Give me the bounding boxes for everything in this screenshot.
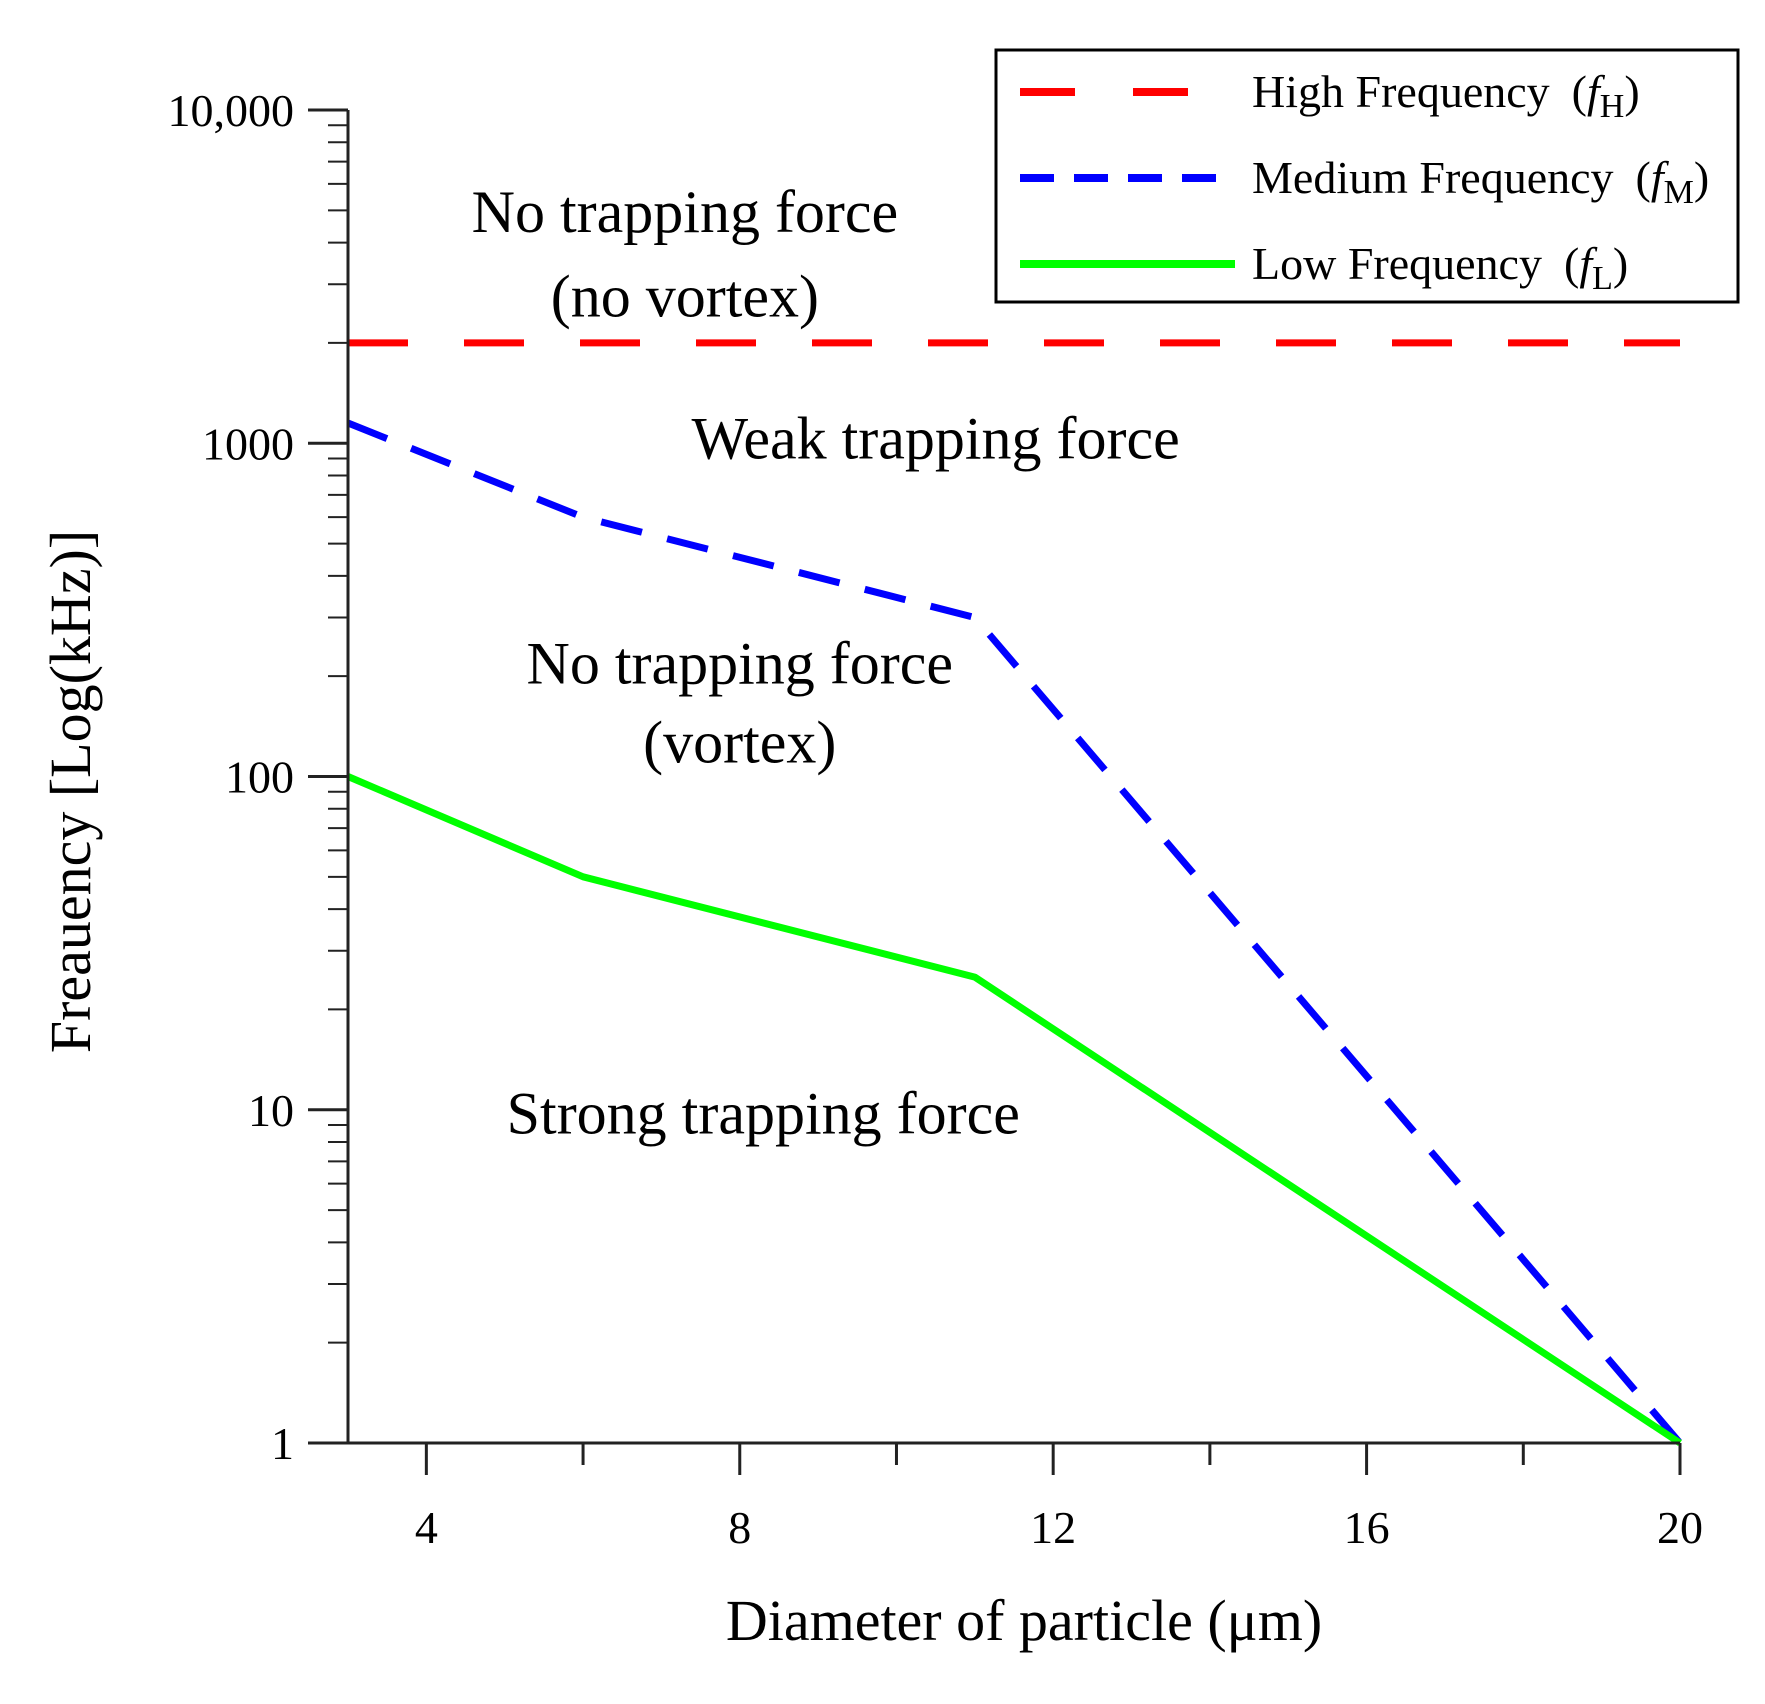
legend-subscript: L xyxy=(1592,260,1613,297)
x-tick-label: 4 xyxy=(415,1502,438,1553)
legend-paren-open: ( xyxy=(1636,152,1651,203)
y-tick-label: 100 xyxy=(225,752,294,803)
annotation-no-trap-no-vortex-2: (no vortex) xyxy=(551,264,819,330)
x-axis-title: Diameter of particle (μm) xyxy=(726,1588,1322,1653)
legend-name: High Frequency xyxy=(1252,66,1550,117)
series-line-l-2 xyxy=(346,773,1682,1446)
legend-label-h: High Frequency (fH) xyxy=(1252,66,1640,125)
annotation-weak-trap: Weak trapping force xyxy=(692,405,1180,471)
legend-subscript: M xyxy=(1664,174,1694,211)
legend-label-l: Low Frequency (fL) xyxy=(1252,238,1628,297)
legend-name: Medium Frequency xyxy=(1252,152,1614,203)
x-tick-label: 16 xyxy=(1344,1502,1390,1553)
axes: 1 10 100 1000 10,000 4 8 12 16 20 Diameter of part… xyxy=(38,85,1703,1653)
legend-subscript: H xyxy=(1600,88,1625,125)
legend: High Frequency (fH)Medium Frequency (fM)Lo… xyxy=(994,48,1740,304)
region-annotations: No trapping force (no vortex) Weak trappin… xyxy=(472,179,1180,1146)
y-tick-label: 1000 xyxy=(202,418,294,469)
legend-paren-open: ( xyxy=(1572,66,1587,117)
legend-paren-close: ) xyxy=(1613,238,1628,289)
y-tick-label: 10 xyxy=(248,1085,294,1136)
annotation-no-trap-vortex-1: No trapping force xyxy=(527,631,954,697)
annotation-no-trap-vortex-2: (vortex) xyxy=(643,710,836,776)
annotation-no-trap-no-vortex-1: No trapping force xyxy=(472,179,899,245)
legend-label-m: Medium Frequency (fM) xyxy=(1252,152,1709,211)
legend-name: Low Frequency xyxy=(1252,238,1542,289)
y-tick-label: 1 xyxy=(271,1418,294,1469)
legend-paren-close: ) xyxy=(1694,152,1709,203)
y-tick-label: 10,000 xyxy=(168,85,295,136)
series-line-m-1 xyxy=(346,419,1683,1446)
x-tick-label: 8 xyxy=(728,1502,751,1553)
x-tick-label: 12 xyxy=(1030,1502,1076,1553)
legend-paren-close: ) xyxy=(1624,66,1639,117)
x-tick-label: 20 xyxy=(1657,1502,1703,1553)
y-axis-title: Freauency [Log(kHz)] xyxy=(38,530,103,1053)
legend-paren-open: ( xyxy=(1564,238,1579,289)
annotation-strong-trap: Strong trapping force xyxy=(507,1080,1020,1146)
plot-series xyxy=(346,339,1683,1446)
